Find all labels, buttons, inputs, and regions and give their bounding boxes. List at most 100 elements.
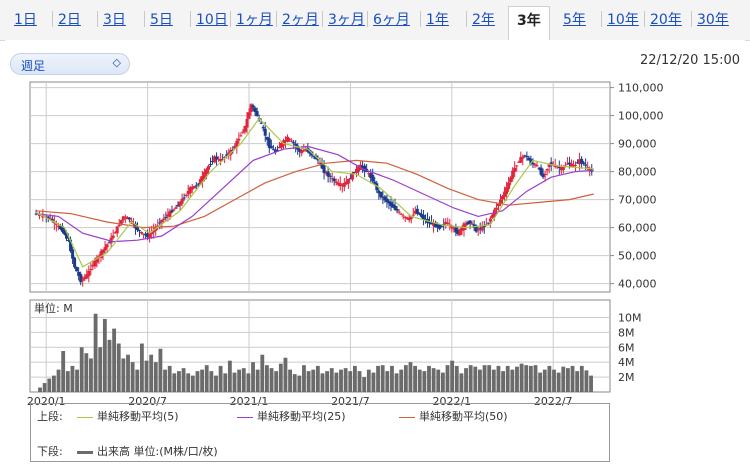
candle-body	[428, 222, 432, 224]
candle-body	[54, 223, 58, 225]
x-tick-label: 2020/7	[128, 395, 167, 408]
candle-body	[202, 172, 206, 180]
candle-body	[474, 225, 478, 232]
candle-body	[334, 181, 338, 183]
candle-body	[409, 216, 413, 220]
volume-bar	[533, 365, 538, 392]
candle-body	[525, 155, 529, 157]
volume-bar	[112, 328, 117, 392]
volume-bar	[528, 365, 533, 392]
volume-bar	[172, 373, 177, 392]
candle-body	[336, 182, 340, 185]
period-select[interactable]: 週足 ◇	[10, 53, 130, 75]
volume-bar	[584, 370, 589, 392]
tab-5年[interactable]: 5年	[563, 12, 586, 28]
tab-2年[interactable]: 2年	[472, 12, 495, 28]
chevron-updown-icon: ◇	[112, 56, 121, 69]
tab-20年[interactable]: 20年	[650, 12, 682, 28]
candle-body	[69, 239, 73, 252]
tab-10年[interactable]: 10年	[607, 12, 639, 28]
volume-bar	[126, 354, 130, 392]
candle-body	[200, 176, 204, 182]
tab-separator	[420, 11, 421, 27]
volume-bar	[135, 369, 140, 392]
tab-2ヶ月[interactable]: 2ヶ月	[282, 12, 319, 28]
candle-body	[383, 196, 387, 201]
candle-body	[318, 162, 322, 164]
volume-bar	[589, 375, 593, 392]
volume-bar	[163, 369, 167, 392]
candle-body	[488, 218, 492, 222]
candle-body	[417, 212, 421, 215]
candle-body	[140, 231, 144, 234]
volume-bar	[204, 365, 209, 392]
candle-body	[194, 185, 198, 187]
candle-body	[253, 107, 257, 113]
period-select-value: 週足	[21, 59, 46, 73]
candle-body	[215, 156, 219, 160]
candle-body	[395, 209, 399, 211]
volume-bar	[339, 369, 343, 392]
tab-1日[interactable]: 1日	[14, 12, 37, 28]
volume-bar	[579, 365, 584, 392]
candle-body	[576, 162, 580, 164]
volume-bar	[218, 365, 223, 392]
candle-body	[67, 239, 71, 241]
legend-swatch-ma5	[77, 416, 93, 418]
candle-body	[545, 169, 549, 171]
candle-body	[259, 122, 263, 124]
candle-body	[255, 111, 259, 117]
candle-body	[586, 166, 590, 168]
candle-body	[95, 257, 99, 263]
volume-bar	[283, 357, 288, 392]
y-tick-label: 60,000	[618, 222, 657, 235]
candle-body	[77, 271, 81, 276]
candle-body	[300, 150, 304, 154]
candle-body	[144, 234, 148, 236]
tab-6ヶ月[interactable]: 6ヶ月	[373, 12, 410, 28]
candle-body	[158, 222, 162, 224]
legend-label-ma50: 単純移動平均(50)	[419, 410, 508, 423]
volume-bar	[357, 371, 362, 392]
volume-bar	[116, 343, 121, 392]
candle-body	[515, 165, 519, 167]
candle-body	[60, 226, 64, 232]
candle-body	[377, 190, 381, 194]
candle-body	[432, 223, 436, 226]
candle-body	[275, 149, 279, 151]
candle-body	[170, 210, 174, 213]
tab-2日[interactable]: 2日	[58, 12, 81, 28]
volume-bar	[260, 354, 265, 392]
volume-bar	[380, 365, 385, 392]
tab-10日[interactable]: 10日	[196, 12, 228, 28]
tab-3ヶ月[interactable]: 3ヶ月	[328, 12, 365, 28]
candle-body	[243, 126, 247, 132]
volume-bar	[255, 369, 260, 392]
candle-body	[62, 230, 66, 235]
tab-separator	[322, 11, 323, 27]
candle-body	[135, 226, 139, 231]
tab-1ヶ月[interactable]: 1ヶ月	[236, 12, 273, 28]
price-plot-frame	[29, 81, 611, 293]
tab-30年[interactable]: 30年	[697, 12, 729, 28]
volume-bar	[436, 369, 441, 392]
candle-body	[93, 259, 97, 267]
volume-bar	[413, 365, 418, 392]
candle-body	[509, 177, 513, 183]
tab-5日[interactable]: 5日	[150, 12, 173, 28]
candle-body	[438, 224, 442, 229]
volume-bar	[237, 369, 242, 392]
candle-body	[81, 278, 85, 281]
candle-body	[559, 167, 563, 171]
candle-body	[89, 269, 93, 271]
volume-bar	[306, 371, 311, 392]
candle-body	[330, 178, 334, 180]
volume-bar	[302, 365, 306, 392]
ma25-line	[36, 145, 594, 243]
volume-bar	[65, 371, 70, 392]
tab-1年[interactable]: 1年	[426, 12, 449, 28]
candle-body	[415, 208, 419, 214]
tab-3年[interactable]: 3年	[508, 6, 550, 40]
volume-bar	[334, 372, 339, 392]
tab-3日[interactable]: 3日	[103, 12, 126, 28]
